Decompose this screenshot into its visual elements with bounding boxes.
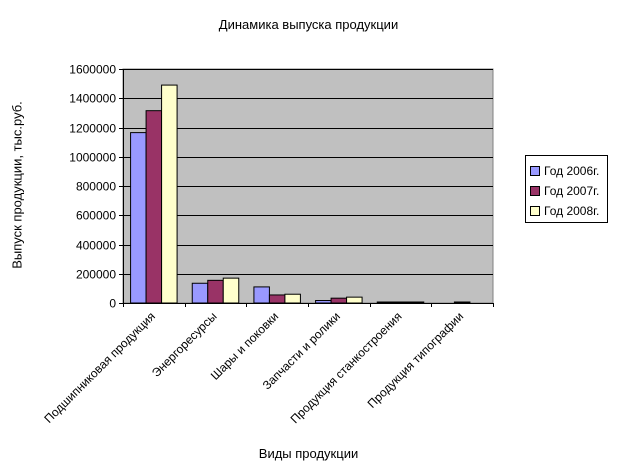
bar-2-2 [207,279,224,304]
y-tick-label: 800000 [76,180,116,194]
x-tick-label: Продукция станкостроения [288,309,405,426]
y-tick-label: 0 [109,297,116,311]
bar-3-5 [407,301,425,304]
y-axis-label: Выпуск продукции, тыс.руб. [9,101,25,269]
legend-item-2008: Год 2008г. [530,203,599,219]
y-tick-label: 1400000 [69,92,116,106]
bar-3-2 [222,277,240,304]
bar-1-1 [130,132,147,304]
plot-area [122,68,494,304]
y-tick-label: 400000 [76,239,116,253]
y-tick-label: 200000 [76,268,116,282]
legend-label-2007: Год 2007г. [544,184,600,198]
y-tick-label: 1600000 [69,63,116,77]
legend-item-2007: Год 2007г. [530,183,599,199]
bar-3-4 [346,296,363,304]
bar-2-5 [392,301,409,304]
y-tick-label: 600000 [76,209,116,223]
chart-title: Динамика выпуска продукции [218,17,399,32]
bar-3-1 [161,84,178,304]
y-tick-label: 1200000 [69,122,116,136]
x-axis-label: Виды продукции [258,446,359,461]
bar-2-3 [268,294,286,304]
bar-2-4 [330,297,348,304]
bar-2-6 [453,301,471,304]
legend-swatch-2006 [530,166,540,176]
bar-1-3 [253,286,270,304]
legend-item-2006: Год 2006г. [530,163,599,179]
bar-1-2 [191,282,209,304]
legend-label-2006: Год 2006г. [544,164,600,178]
x-tick-label: Подшипниковая продукция [41,309,158,426]
legend-swatch-2007 [530,186,540,196]
bar-2-1 [145,110,163,304]
y-tick-label: 1000000 [69,151,116,165]
bar-1-5 [376,301,394,304]
legend: Год 2006г. Год 2007г. Год 2008г. [525,155,608,223]
x-tick-label: Энергоресурсы [149,309,220,380]
legend-swatch-2008 [530,206,540,216]
bar-1-4 [315,300,332,304]
legend-label-2008: Год 2008г. [544,204,600,218]
bar-3-3 [284,293,301,304]
